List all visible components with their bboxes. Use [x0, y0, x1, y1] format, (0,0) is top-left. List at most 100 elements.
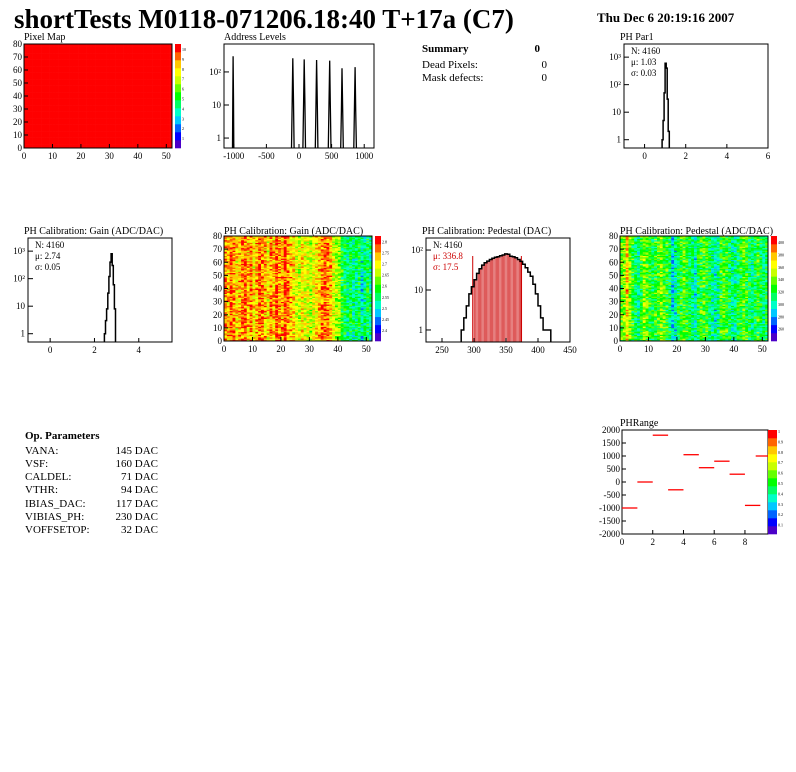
heatmap-cell — [61, 45, 65, 47]
heatmap-cell — [129, 85, 133, 88]
heatmap-cell — [41, 111, 45, 114]
heatmap-cell — [132, 118, 136, 120]
heatmap-cell — [117, 86, 122, 89]
heatmap-cell — [235, 251, 239, 254]
heatmap-cell — [32, 86, 36, 89]
heatmap-cell — [112, 71, 116, 73]
heatmap-cell — [106, 45, 110, 47]
heatmap-cell — [137, 124, 141, 127]
heatmap-cell — [120, 94, 124, 97]
heatmap-cell — [137, 94, 141, 97]
heatmap-cell — [29, 122, 33, 124]
heatmap-cell — [26, 120, 30, 123]
heatmap-cell — [126, 125, 130, 128]
heatmap-cell — [235, 334, 239, 337]
heatmap-cell — [41, 92, 45, 94]
heatmap-cell — [129, 137, 133, 140]
heatmap-cell — [246, 263, 250, 266]
heatmap-cell — [238, 255, 242, 258]
heatmap-cell — [115, 70, 119, 72]
heatmap-cell — [226, 299, 230, 301]
heatmap-cell — [38, 114, 42, 116]
heatmap-cell — [229, 249, 233, 251]
heatmap-cell — [80, 45, 85, 47]
heatmap-cell — [86, 125, 90, 128]
heatmap-cell — [224, 333, 228, 335]
heatmap-cell — [126, 122, 130, 124]
heatmap-cell — [149, 68, 153, 71]
heatmap-cell — [232, 320, 236, 322]
heatmap-cell — [129, 50, 133, 53]
heatmap-cell — [75, 116, 79, 119]
heatmap-cell — [224, 301, 228, 304]
heatmap-cell — [238, 260, 242, 263]
heatmap-cell — [152, 125, 156, 128]
heatmap-cell — [123, 140, 127, 142]
heatmap-cell — [63, 144, 67, 146]
heatmap-cell — [163, 60, 167, 63]
heatmap-cell — [112, 105, 116, 107]
heatmap-cell — [46, 79, 50, 81]
heatmap-cell — [66, 120, 70, 123]
heatmap-cell — [120, 64, 124, 67]
heatmap-cell — [92, 77, 96, 80]
heatmap-cell — [117, 107, 122, 110]
x-tick-label: -1000 — [223, 151, 244, 160]
heatmap-cell — [69, 114, 73, 116]
heatmap-cell — [112, 85, 116, 88]
heatmap-cell — [143, 49, 147, 51]
heatmap-cell — [166, 141, 170, 144]
heatmap-cell — [98, 124, 102, 127]
heatmap-cell — [226, 268, 230, 271]
heatmap-cell — [61, 140, 65, 142]
heatmap-cell — [117, 129, 122, 132]
heatmap-cell — [95, 80, 99, 82]
heatmap-cell — [86, 97, 90, 99]
heatmap-cell — [123, 111, 127, 114]
heatmap-cell — [100, 116, 104, 119]
heatmap-cell — [35, 63, 39, 66]
histogram-peak — [327, 60, 332, 149]
heatmap-cell — [129, 73, 133, 76]
heatmap-cell — [100, 115, 104, 118]
heatmap-cell — [78, 94, 82, 97]
heatmap-cell — [35, 68, 39, 71]
heatmap-cell — [232, 253, 236, 255]
heatmap-cell — [78, 141, 82, 144]
heatmap-cell — [120, 128, 124, 131]
heatmap-cell — [92, 80, 96, 82]
heatmap-cell — [143, 45, 147, 47]
heatmap-cell — [32, 55, 36, 58]
heatmap-cell — [52, 70, 56, 72]
heatmap-cell — [232, 274, 236, 276]
heatmap-cell — [69, 99, 73, 102]
colorbar-label: 8 — [182, 67, 184, 72]
heatmap-cell — [235, 300, 239, 302]
heatmap-cell — [146, 53, 150, 55]
heatmap-cell — [72, 47, 76, 50]
heatmap-cell — [140, 101, 144, 103]
heatmap-cell — [160, 71, 164, 73]
heatmap-cell — [143, 80, 147, 82]
heatmap-cell — [169, 106, 173, 108]
heatmap-cell — [226, 246, 230, 249]
heatmap-cell — [226, 283, 230, 285]
heatmap-cell — [98, 83, 102, 85]
heatmap-cell — [157, 54, 161, 56]
heatmap-cell — [63, 102, 67, 105]
heatmap-cell — [243, 320, 248, 322]
heatmap-cell — [169, 53, 173, 55]
heatmap-cell — [95, 66, 99, 68]
heatmap-cell — [143, 44, 147, 46]
heatmap-cell — [226, 312, 230, 314]
heatmap-cell — [152, 51, 156, 54]
heatmap-cell — [46, 68, 50, 71]
heatmap-cell — [58, 94, 62, 97]
heatmap-cell — [86, 137, 90, 140]
heatmap-cell — [238, 314, 242, 317]
heatmap-cell — [52, 116, 56, 119]
heatmap-cell — [92, 120, 96, 123]
heatmap-cell — [154, 146, 159, 149]
heatmap-cell — [117, 49, 122, 51]
heatmap-cell — [123, 120, 127, 123]
